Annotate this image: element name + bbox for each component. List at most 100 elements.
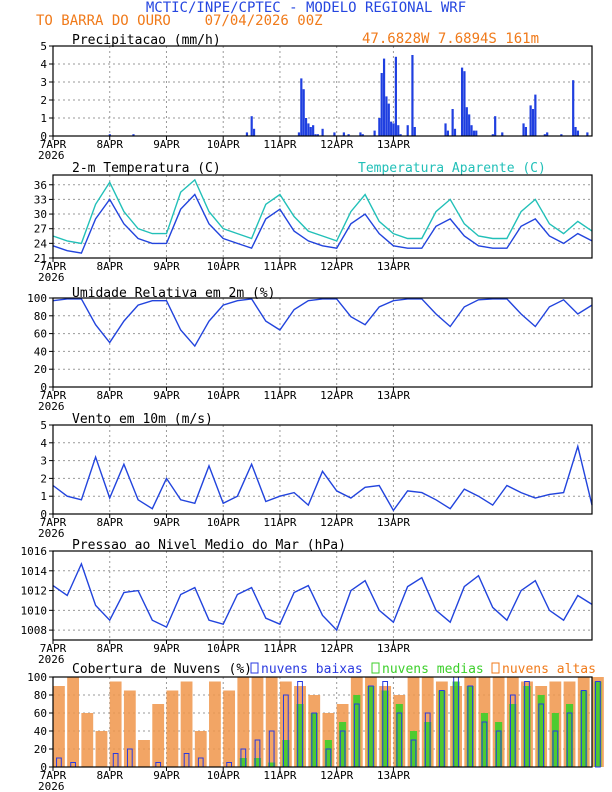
y-tick-label: 0 (40, 761, 47, 774)
precip-bar (453, 128, 457, 136)
precip-bar (465, 107, 468, 136)
cloud-mid-bar (551, 713, 559, 767)
x-axis-year-label: 2026 (38, 780, 65, 792)
cloud-mid-bar (339, 722, 347, 767)
precip-bar (314, 134, 317, 136)
precip-bar (572, 80, 575, 136)
x-axis-year-label: 2026 (38, 400, 65, 413)
precip-bar (252, 128, 256, 136)
cloud-high-bar (407, 677, 420, 767)
cloud-high-bar (180, 681, 193, 767)
x-tick-label: 12APR (320, 138, 353, 151)
y-tick-label: 100 (27, 671, 47, 684)
cloud-mid-bar (565, 704, 574, 767)
y-tick-label: 3 (40, 76, 47, 89)
precip-bar (446, 130, 449, 136)
x-tick-label: 12APR (320, 260, 353, 273)
precip-bar (309, 127, 312, 136)
cloud-high-bar (279, 681, 292, 767)
x-tick-label: 9APR (153, 516, 180, 529)
y-tick-label: 1012 (21, 585, 48, 598)
y-tick-label: 80 (34, 310, 47, 323)
series-line-temperature-0 (52, 193, 593, 254)
x-tick-label: 11APR (263, 138, 296, 151)
coordinates-label: 47.6828W 7.6894S 161m (362, 31, 539, 47)
precip-bar (245, 132, 249, 136)
cloud-mid-bar (424, 722, 432, 767)
y-tick-label: 1 (40, 112, 47, 125)
precip-bar (460, 67, 464, 136)
precip-bar (380, 73, 383, 136)
y-tick-label: 5 (40, 419, 47, 432)
precip-bar (359, 132, 362, 136)
x-axis-year-label: 2026 (38, 149, 65, 162)
y-tick-label: 60 (34, 328, 47, 341)
cloud-mid-bar (310, 713, 318, 767)
precip-bar (574, 127, 577, 136)
precip-bar (444, 123, 447, 136)
precip-bar (307, 123, 310, 136)
precip-bar (534, 94, 537, 136)
precip-bar (543, 134, 546, 136)
series-line-humidity-0 (52, 298, 593, 348)
legend-mid-swatch (371, 662, 380, 674)
cloud-mid-bar (523, 686, 531, 767)
x-tick-label: 11APR (263, 642, 296, 655)
precip-bar (472, 130, 475, 136)
x-tick-label: 9APR (153, 138, 180, 151)
y-tick-label: 60 (34, 707, 47, 720)
x-tick-label: 10APR (207, 260, 240, 273)
x-tick-label: 8APR (96, 769, 123, 782)
x-tick-label: 10APR (207, 516, 240, 529)
y-tick-label: 100 (27, 292, 47, 305)
panel-frame-pressure (52, 550, 593, 641)
precip-bar (451, 109, 454, 136)
precip-bar (522, 123, 525, 136)
location-line: TO BARRA DO OURO 07/04/2026 00Z (36, 13, 323, 29)
panel-frame-wind (52, 424, 593, 515)
cloud-mid-bar (282, 740, 290, 767)
cloud-high-bar (265, 677, 278, 767)
x-tick-label: 13APR (377, 138, 410, 151)
precip-bar (302, 89, 305, 136)
cloud-mid-bar (409, 731, 418, 767)
x-tick-label: 9APR (153, 389, 180, 402)
cloud-mid-bar (381, 690, 389, 767)
series-line-wind-0 (52, 443, 593, 512)
y-tick-label: 80 (34, 689, 47, 702)
x-tick-label: 10APR (207, 138, 240, 151)
precip-bar (399, 134, 402, 136)
y-tick-label: 3 (40, 455, 47, 468)
legend-apparent-temperature: Temperatura Aparente (C) (358, 161, 546, 176)
x-tick-label: 13APR (377, 769, 410, 782)
cloud-mid-bar (537, 695, 545, 767)
precip-bar (586, 132, 589, 136)
precip-bar (316, 134, 319, 136)
x-axis-year-label: 2026 (38, 653, 65, 666)
precip-bar (378, 118, 381, 136)
y-tick-label: 0 (40, 508, 47, 521)
legend-high-label: nuvens altas (502, 662, 596, 677)
cloud-mid-bar (253, 758, 262, 767)
y-tick-label: 1 (40, 490, 47, 503)
x-tick-label: 10APR (207, 642, 240, 655)
cloud-mid-bar (438, 690, 446, 767)
panel-frame-clouds (52, 676, 593, 768)
x-tick-label: 10APR (207, 769, 240, 782)
precip-bar (463, 71, 466, 136)
y-tick-label: 33 (34, 193, 47, 206)
x-tick-label: 10APR (207, 389, 240, 402)
cloud-mid-bar (509, 704, 517, 767)
precip-bar (385, 96, 388, 136)
x-tick-label: 12APR (320, 516, 353, 529)
x-tick-label: 7APR (40, 769, 67, 782)
panel-frame-humidity (52, 297, 593, 388)
y-tick-label: 0 (40, 130, 47, 143)
x-tick-label: 13APR (377, 516, 410, 529)
legend-low-label: nuvens baixas (261, 662, 363, 677)
cloud-mid-bar (268, 762, 276, 767)
cloud-mid-bar (480, 713, 488, 767)
cloud-high-bar (237, 677, 250, 767)
cloud-mid-bar (324, 740, 332, 767)
